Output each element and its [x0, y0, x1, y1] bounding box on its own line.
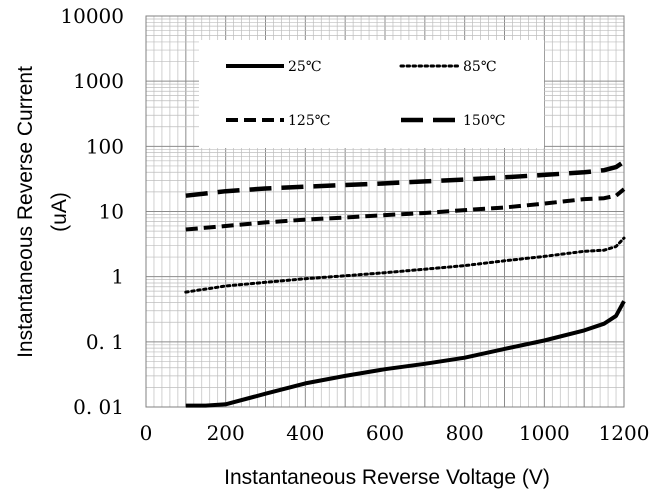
- y-tick-label: 0. 1: [86, 330, 124, 354]
- legend-label: 125℃: [288, 113, 330, 129]
- x-tick-label: 600: [366, 421, 404, 445]
- x-tick-label: 1200: [599, 421, 650, 445]
- legend-background: [199, 40, 544, 148]
- y-axis-title-line2: (uA): [48, 192, 71, 232]
- y-axis-title: Instantaneous Reverse Current (uA): [14, 66, 71, 358]
- legend-label: 150℃: [463, 113, 505, 129]
- series-line-125℃: [185, 187, 626, 232]
- y-tick-label: 10: [99, 200, 124, 224]
- series-layer: [184, 159, 626, 408]
- y-tick-label: 1000: [73, 69, 124, 93]
- plot-frame: [145, 15, 625, 408]
- x-tick-label: 0: [140, 421, 153, 445]
- y-tick-label: 1: [111, 265, 124, 289]
- y-axis-title-line1: Instantaneous Reverse Current: [14, 66, 37, 358]
- x-tick-label: 800: [446, 421, 484, 445]
- legend-label: 85℃: [463, 59, 496, 75]
- y-tick-label: 0. 01: [73, 395, 124, 419]
- x-tick-label: 1000: [519, 421, 570, 445]
- legend-label: 25℃: [288, 59, 321, 75]
- series-line-85℃: [184, 236, 626, 294]
- x-tick-label: 400: [286, 421, 324, 445]
- legend: 25℃ 85℃ 125℃ 150℃: [199, 40, 544, 148]
- x-tick-label: 200: [207, 421, 245, 445]
- series-line-25℃: [185, 300, 626, 408]
- series-line-150℃: [185, 159, 626, 198]
- y-tick-label: 10000: [60, 4, 124, 28]
- x-axis-title: Instantaneous Reverse Voltage (V): [224, 466, 550, 489]
- tick-labels: 0. 01 0. 1 1 10 100 1000 10000 0 200 400 600 800 100…: [60, 4, 649, 445]
- y-tick-label: 100: [86, 134, 124, 158]
